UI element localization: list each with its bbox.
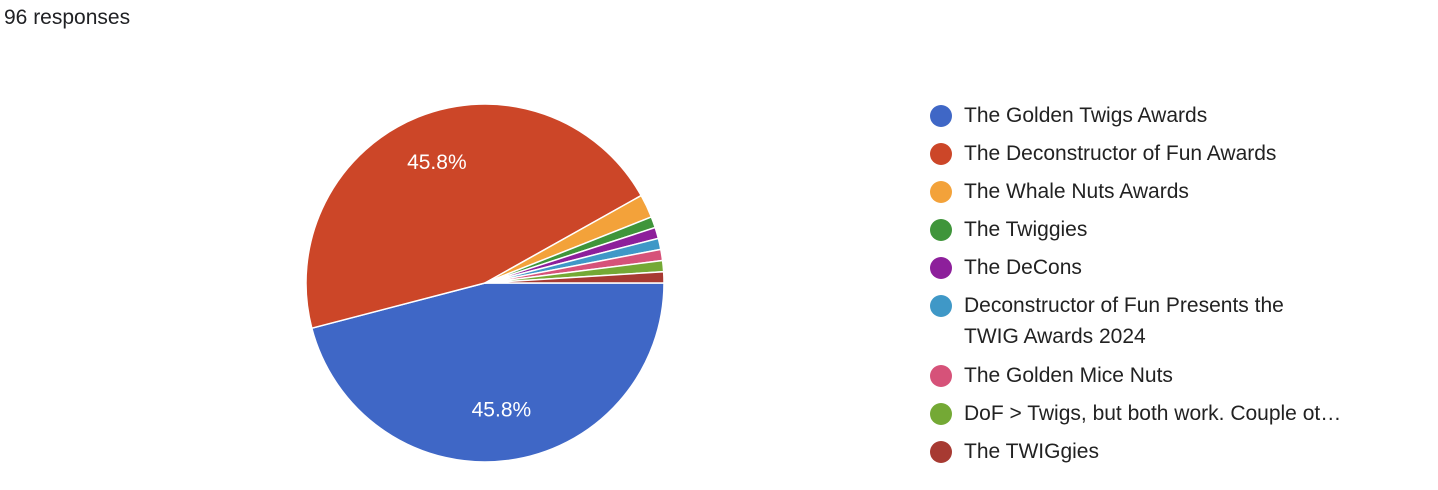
legend-label: The Deconstructor of Fun Awards — [964, 142, 1277, 165]
response-count: 96 responses — [4, 6, 131, 29]
legend-swatch — [930, 105, 952, 127]
legend-swatch — [930, 441, 952, 463]
legend-swatch — [930, 365, 952, 387]
legend-swatch — [930, 219, 952, 241]
legend-item: The Whale Nuts Awards — [930, 176, 1344, 214]
legend-item: DoF > Twigs, but both work. Couple ot… — [930, 398, 1344, 436]
pie-slice — [305, 103, 643, 330]
legend-swatch — [930, 403, 952, 425]
legend-item: The Deconstructor of Fun Awards — [930, 138, 1344, 176]
legend-label: The Twiggies — [964, 218, 1088, 241]
pie-chart: 45.8% 45.8% — [305, 103, 665, 463]
pie-slice — [484, 270, 665, 284]
legend-label: DoF > Twigs, but both work. Couple ot… — [964, 402, 1342, 425]
legend-label: The Golden Twigs Awards — [964, 104, 1208, 127]
legend-item: The Golden Mice Nuts — [930, 360, 1344, 398]
legend-swatch — [930, 257, 952, 279]
legend-label: The TWIGgies — [964, 440, 1099, 463]
legend-label: The DeCons — [964, 256, 1082, 279]
legend-label: The Golden Mice Nuts — [964, 364, 1173, 387]
data-label: 45.8% — [472, 398, 532, 421]
legend-swatch — [930, 181, 952, 203]
legend-label: The Whale Nuts Awards — [964, 180, 1189, 203]
legend-item: The DeCons — [930, 252, 1344, 290]
legend-label: Deconstructor of Fun Presents the TWIG A… — [964, 294, 1284, 348]
legend-item: Deconstructor of Fun Presents the TWIG A… — [930, 290, 1344, 360]
data-label: 45.8% — [407, 151, 467, 174]
legend-item: The Golden Twigs Awards — [930, 100, 1344, 138]
legend-item: The TWIGgies — [930, 436, 1344, 474]
legend-item: The Twiggies — [930, 214, 1344, 252]
legend-swatch — [930, 295, 952, 317]
legend-swatch — [930, 143, 952, 165]
legend: The Golden Twigs Awards The Deconstructor… — [930, 100, 1344, 474]
pie-slice — [310, 282, 665, 463]
